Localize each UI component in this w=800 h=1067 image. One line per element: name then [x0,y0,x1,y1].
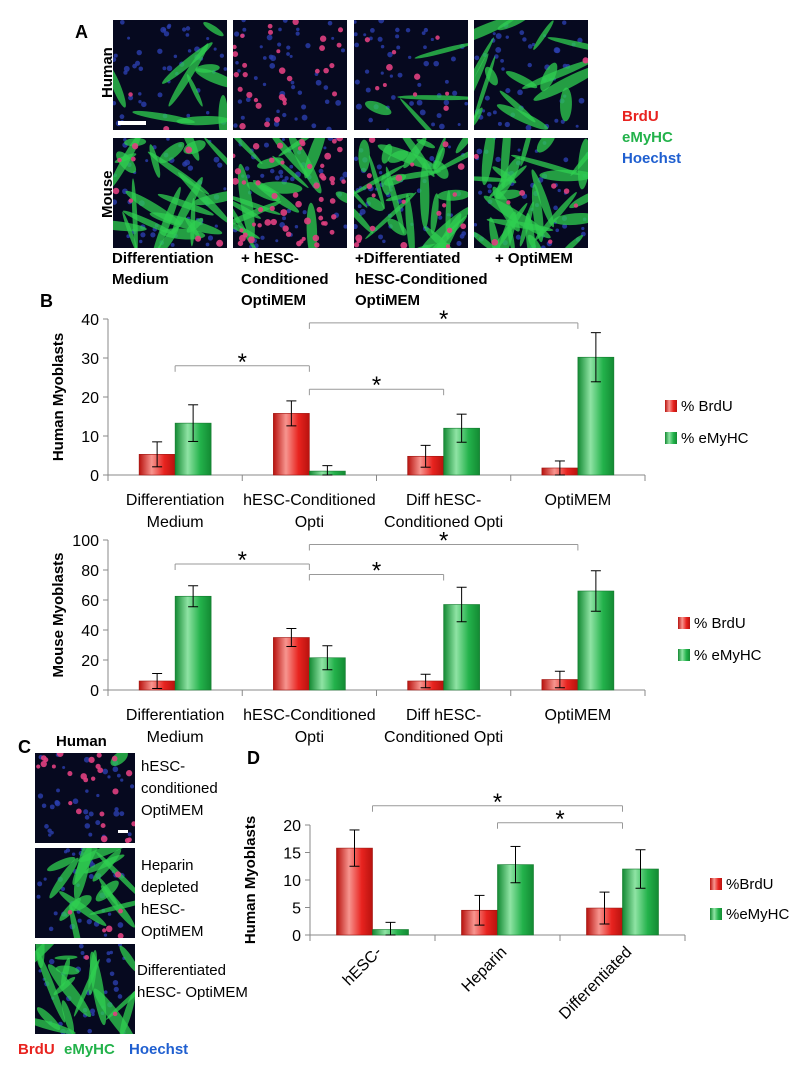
y-tick-label: 20 [283,818,301,835]
x-tick-label: Heparin [459,944,511,996]
y-tick-label: 0 [90,468,99,485]
x-tick-label: Opti [295,514,324,531]
chart-human-myoblasts: 0 10 20 30 40 Human Myoblasts Differentiation M… [50,306,749,531]
significance-star: * [555,806,564,833]
y-tick-label: 40 [81,623,99,640]
panel-c-title: Human [56,733,107,750]
significance-star: * [238,349,247,376]
condition-label: + OptiMEM [495,250,573,267]
legend-swatch-brdu [710,878,722,890]
legend-swatch-brdu [665,400,677,412]
y-axis-title: Human Myoblasts [242,816,259,944]
legend-label: % eMyHC [694,647,762,664]
significance-star: * [439,528,448,555]
legend-label: % BrdU [694,615,746,632]
x-tick-label: Medium [147,514,204,531]
micrograph-tile [35,753,135,843]
y-tick-label: 10 [81,429,99,446]
x-tick-label: OptiMEM [545,492,612,509]
y-tick-label: 30 [81,351,99,368]
chart-mouse-myoblasts: 0 20 40 60 80 100 Mouse Myoblasts Differentiati… [50,528,762,747]
y-tick-label: 100 [72,533,99,550]
x-tick-label: Differentiation [126,492,224,509]
stain-legend-emyhc: eMyHC [622,129,673,146]
y-tick-label: 20 [81,653,99,670]
x-tick-label: Differentiated [556,944,635,1023]
significance-star: * [439,306,448,333]
micrograph-tile [233,20,347,130]
y-tick-label: 0 [292,928,301,945]
legend-label: % eMyHC [681,430,749,447]
y-tick-label: 15 [283,846,301,863]
legend-swatch-emyhc [710,908,722,920]
panel-c-stain-emyhc: eMyHC [64,1041,115,1058]
panel-b-label: B [40,291,53,311]
y-tick-label: 0 [90,683,99,700]
micrograph-tile [35,944,135,1034]
x-tick-label: OptiMEM [545,707,612,724]
legend-swatch-emyhc [665,432,677,444]
chart-panel-d: 0 5 10 15 20 Human Myoblasts hESC- Heparin Diffe… [242,789,790,1023]
micrograph-tile [233,138,347,248]
panel-c-image-label: hESC- conditioned OptiMEM [141,758,218,819]
y-tick-label: 80 [81,563,99,580]
x-tick-label: Conditioned Opti [384,514,503,531]
significance-star: * [372,372,381,399]
panel-a-label: A [75,22,88,42]
x-tick-label: hESC- [340,944,385,989]
x-tick-label: hESC-Conditioned [243,707,376,724]
micrograph-tile [354,138,468,248]
x-tick-label: Diff hESC- [406,707,481,724]
y-tick-label: 10 [283,873,301,890]
legend-swatch-brdu [678,617,690,629]
stain-legend-brdu: BrdU [622,108,659,125]
micrograph-tile [474,20,588,130]
micrograph-tile [474,138,588,248]
panel-c-stain-hoechst: Hoechst [129,1041,189,1058]
x-tick-label: hESC-Conditioned [243,492,376,509]
legend-label: %BrdU [726,876,774,893]
panel-c-stain-brdu: BrdU [18,1041,55,1058]
significance-star: * [238,547,247,574]
y-axis-title: Human Myoblasts [50,333,67,461]
condition-label: + hESC- Conditioned OptiMEM [241,250,329,309]
bar-emyhc [174,595,212,691]
significance-star: * [493,789,502,816]
x-tick-label: Opti [295,729,324,746]
micrograph-tile [113,138,227,248]
y-tick-label: 60 [81,593,99,610]
y-axis-title: Mouse Myoblasts [50,552,67,677]
x-tick-label: Diff hESC- [406,492,481,509]
x-tick-label: Medium [147,729,204,746]
x-tick-label: Conditioned Opti [384,729,503,746]
y-tick-label: 5 [292,901,301,918]
micrograph-tile [35,848,135,938]
legend-label: %eMyHC [726,906,790,923]
y-tick-label: 20 [81,390,99,407]
scale-bar [118,830,128,833]
stain-legend-hoechst: Hoechst [622,150,682,167]
panel-d-label: D [247,748,260,768]
micrograph-tile [113,20,227,130]
condition-label: +Differentiated hESC-Conditioned OptiMEM [355,250,488,309]
y-tick-label: 40 [81,312,99,329]
legend-label: % BrdU [681,398,733,415]
panel-c-label: C [18,737,31,757]
panel-c-image-label: Heparin depleted hESC- OptiMEM [141,857,204,940]
legend-swatch-emyhc [678,649,690,661]
micrograph-tile [354,20,468,130]
condition-label: Differentiation Medium [112,250,214,288]
significance-star: * [372,558,381,585]
scale-bar [118,121,146,125]
panel-c-image-label: Differentiated hESC- OptiMEM [137,962,248,1001]
x-tick-label: Differentiation [126,707,224,724]
